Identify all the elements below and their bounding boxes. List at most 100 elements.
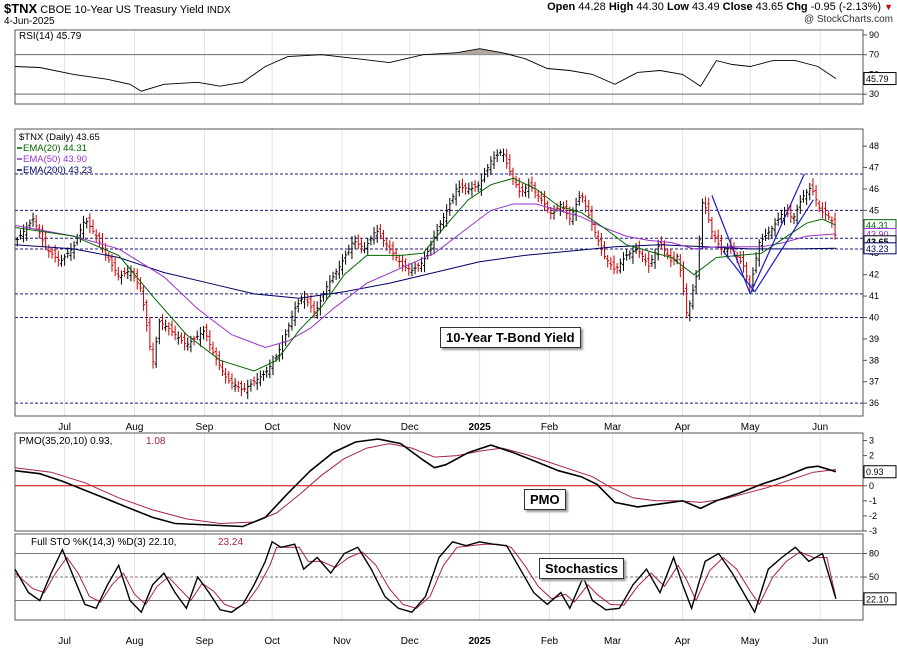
ohlc-readout: Open 44.28 High 44.30 Low 43.49 Close 43…: [547, 1, 893, 13]
price-y-tick-label: 38: [869, 355, 879, 365]
pmo-panel-frame: [14, 432, 864, 532]
pmo-line: [14, 438, 837, 528]
stochastics-panel-title: Stochastics: [539, 558, 624, 579]
rsi-panel-frame: [14, 29, 864, 105]
ema200-line: [14, 244, 836, 299]
security-name: CBOE 10-Year US Treasury Yield: [40, 4, 204, 16]
rsi-y-tick-label: 90: [869, 30, 879, 40]
x-axis-label-top-Feb: Feb: [541, 422, 559, 433]
pmo-y-tick-label: 2: [869, 451, 874, 461]
high-label: High: [608, 1, 634, 13]
price-y-tick-label: 46: [869, 184, 879, 194]
ema50-line: [14, 203, 836, 349]
close-label: Close: [722, 1, 753, 13]
x-axis-label-bottom-Dec: Dec: [401, 636, 419, 647]
ticker-symbol[interactable]: $TNX: [4, 1, 38, 16]
exchange-label: INDX: [206, 5, 231, 16]
price-y-tick-label: 45: [869, 205, 879, 215]
price-y-tick-label: 39: [869, 334, 879, 344]
x-axis-label-top-Dec: Dec: [401, 422, 419, 433]
price-legend-entry: $TNX (Daily) 43.65: [19, 132, 100, 143]
price-y-tick-label: 40: [869, 312, 879, 322]
open-value: 44.28: [578, 1, 606, 13]
price-y-tick-label: 41: [869, 291, 879, 301]
pmo-legend-signal: 1.08: [146, 436, 166, 447]
pmo-y-tick-label: 3: [869, 436, 874, 446]
price-y-tick-label: 42: [869, 270, 879, 280]
price-y-tick-label: 36: [869, 398, 879, 408]
x-axis-label-top-May: May: [741, 422, 760, 433]
rsi-overbought-fill: [15, 48, 836, 55]
open-label: Open: [547, 1, 576, 13]
x-axis-label-bottom-Aug: Aug: [126, 636, 144, 647]
price-y-tick-label: 47: [869, 163, 879, 173]
price-last-label: 43.23: [866, 244, 889, 254]
pmo-y-tick-label: -2: [869, 511, 877, 521]
price-y-tick-label: 37: [869, 377, 879, 387]
stochastics-last-value: 22.10: [866, 594, 889, 604]
chg-down-arrow-icon: ▼: [884, 2, 893, 12]
x-axis-label-top-Aug: Aug: [126, 422, 144, 433]
stochastics-last-value-box: [863, 592, 897, 606]
price-y-tick-label: 48: [869, 141, 879, 151]
price-last-label: 44.31: [866, 221, 889, 231]
rsi-y-tick-label: 30: [869, 89, 879, 99]
x-axis-label-bottom-Jun: Jun: [812, 636, 828, 647]
pattern-trendline: [722, 250, 756, 293]
rsi-last-value: 45.79: [866, 74, 889, 84]
pmo-last-value-box: [863, 465, 897, 479]
x-axis-label-bottom-Nov: Nov: [333, 636, 351, 647]
price-legend-entry: EMA(200) 43.23: [23, 165, 92, 176]
x-axis-label-bottom-Feb: Feb: [541, 636, 559, 647]
price-legend-entry: EMA(50) 43.90: [23, 154, 87, 165]
x-axis-label-top-2025: 2025: [468, 422, 491, 433]
pmo-panel-title: PMO: [524, 489, 566, 510]
low-label: Low: [666, 1, 689, 13]
chg-label: Chg: [786, 1, 808, 13]
series-layer: [14, 48, 837, 614]
price-last-label: 43.65: [866, 237, 889, 247]
pmo-legend: PMO(35,20,10) 0.93,: [19, 436, 112, 447]
rsi-y-tick-label: 70: [869, 50, 879, 60]
price-legend-entry: EMA(20) 44.31: [23, 143, 87, 154]
pmo-y-tick-label: -1: [869, 496, 877, 506]
close-value: 43.65: [755, 1, 784, 13]
chart-header-left: $TNX CBOE 10-Year US Treasury Yield INDX: [4, 1, 231, 16]
rsi-legend: RSI(14) 45.79: [19, 31, 82, 42]
x-axis-label-bottom-Mar: Mar: [604, 636, 622, 647]
price-panel-title: 10-Year T-Bond Yield: [440, 327, 581, 348]
x-axis-label-bottom-Jul: Jul: [58, 636, 71, 647]
pattern-trendline: [749, 173, 805, 295]
rsi-last-value-box: [863, 72, 897, 86]
pmo-y-tick-label: 0: [869, 481, 874, 491]
low-value: 43.49: [692, 1, 720, 13]
x-axis-label-bottom-Oct: Oct: [264, 636, 280, 647]
ema20-line: [14, 177, 837, 372]
rsi-line: [14, 48, 837, 92]
x-axis-label-bottom-2025: 2025: [468, 636, 491, 647]
pmo-last-value: 0.93: [866, 467, 884, 477]
stochastics-legend-d: 23.24: [218, 537, 243, 548]
x-axis-label-bottom-Apr: Apr: [675, 636, 691, 647]
x-axis-label-top-Jul: Jul: [58, 422, 71, 433]
stochastics-legend: Full STO %K(14,3) %D(3) 22.10,: [31, 537, 176, 548]
x-axis-label-top-Mar: Mar: [604, 422, 622, 433]
x-axis-label-top-Sep: Sep: [196, 422, 214, 433]
price-last-label-box: [863, 242, 897, 255]
copyright-notice[interactable]: @ StockCharts.com: [803, 14, 893, 25]
price-panel-frame: [14, 128, 864, 417]
stochastics-k-line: [14, 540, 837, 614]
chg-value: -0.95 (-2.13%): [810, 1, 882, 13]
x-axis-label-top-Jun: Jun: [812, 422, 828, 433]
pmo-y-tick-label: -3: [869, 526, 877, 536]
stochastics-y-tick-label: 50: [869, 572, 879, 582]
high-value: 44.30: [636, 1, 664, 13]
x-axis-label-bottom-May: May: [741, 636, 760, 647]
chart-date: 4-Jun-2025: [4, 16, 55, 27]
stochastics-y-tick-label: 80: [869, 549, 879, 559]
price-last-label: 43.90: [866, 229, 889, 239]
x-axis-label-top-Nov: Nov: [333, 422, 351, 433]
x-axis-label-top-Apr: Apr: [675, 422, 691, 433]
